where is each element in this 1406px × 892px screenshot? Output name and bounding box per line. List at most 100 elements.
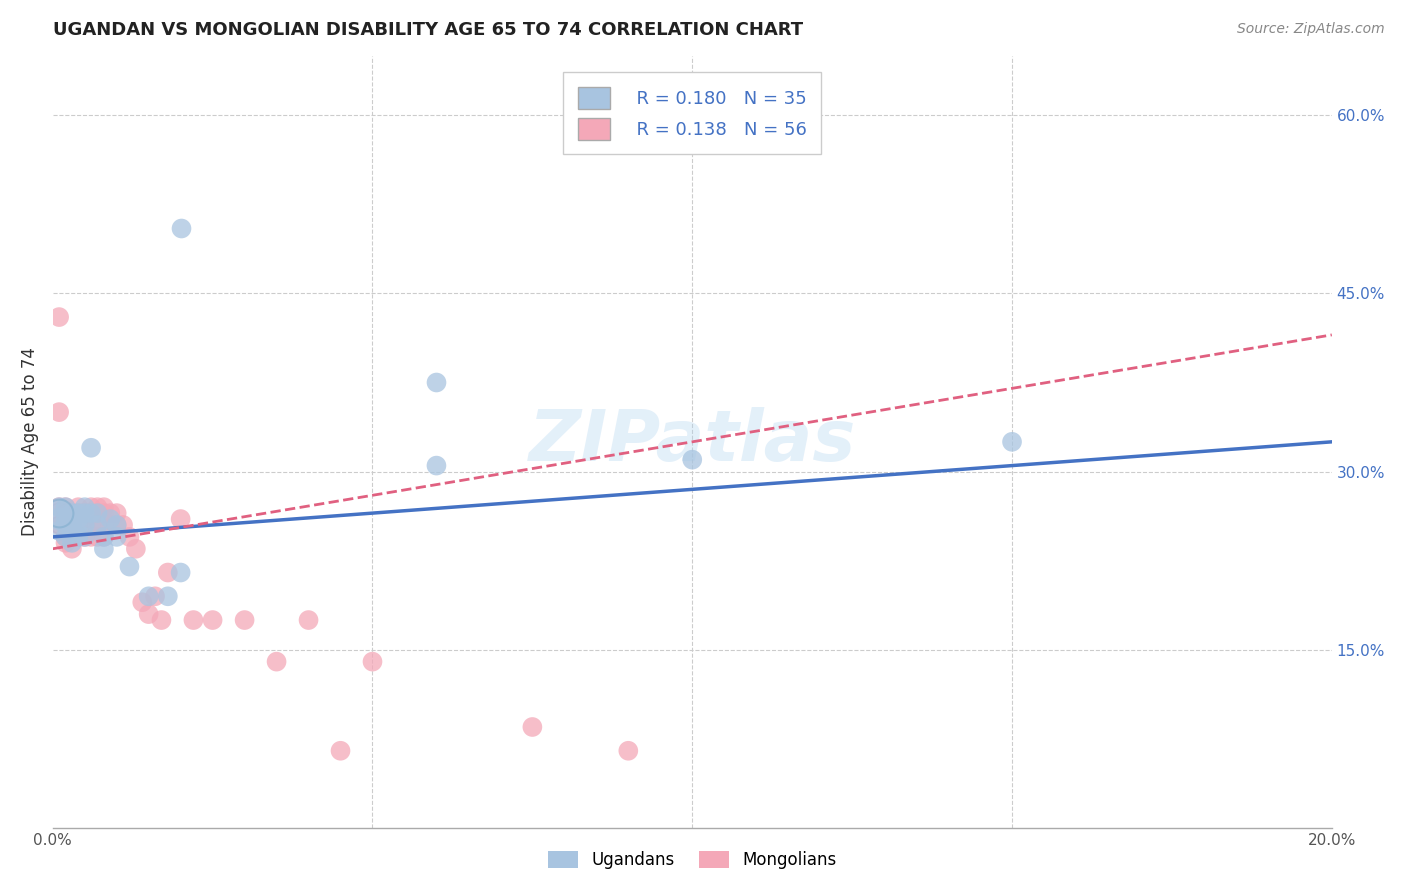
Point <box>55 536 77 550</box>
Point <box>156 589 179 603</box>
Point <box>118 559 141 574</box>
Point <box>73 506 96 520</box>
Point <box>105 518 128 533</box>
Point <box>48 310 70 324</box>
Point <box>98 506 121 520</box>
Point <box>93 518 115 533</box>
Point <box>55 506 77 520</box>
Point <box>60 506 83 520</box>
Point <box>98 512 121 526</box>
Point <box>55 530 77 544</box>
Point <box>169 512 191 526</box>
Point <box>80 441 103 455</box>
Point <box>55 518 77 533</box>
Point <box>73 500 96 515</box>
Point <box>80 500 103 515</box>
Point <box>233 613 256 627</box>
Point <box>55 506 77 520</box>
Point <box>80 518 103 533</box>
Y-axis label: Disability Age 65 to 74: Disability Age 65 to 74 <box>21 347 39 536</box>
Point <box>112 518 135 533</box>
Point <box>93 530 115 544</box>
Point <box>329 744 352 758</box>
Point <box>60 506 83 520</box>
Text: UGANDAN VS MONGOLIAN DISABILITY AGE 65 TO 74 CORRELATION CHART: UGANDAN VS MONGOLIAN DISABILITY AGE 65 T… <box>52 21 803 39</box>
Point <box>67 500 90 515</box>
Point <box>48 524 70 538</box>
Point <box>105 530 128 544</box>
Point <box>67 512 90 526</box>
Point <box>425 458 447 473</box>
Point <box>522 720 544 734</box>
Point <box>67 506 90 520</box>
Point <box>125 541 148 556</box>
Point <box>60 530 83 544</box>
Point <box>55 500 77 515</box>
Point <box>55 518 77 533</box>
Point <box>67 518 90 533</box>
Point <box>48 500 70 515</box>
Point <box>681 452 703 467</box>
Point <box>86 500 108 515</box>
Point <box>138 589 160 603</box>
Point <box>48 518 70 533</box>
Point <box>118 530 141 544</box>
Point <box>143 589 166 603</box>
Point <box>48 512 70 526</box>
Point <box>93 530 115 544</box>
Point <box>425 376 447 390</box>
Point <box>73 530 96 544</box>
Point <box>297 613 319 627</box>
Text: ZIPatlas: ZIPatlas <box>529 408 856 476</box>
Point <box>48 506 70 520</box>
Point <box>73 506 96 520</box>
Point <box>67 506 90 520</box>
Point <box>169 221 191 235</box>
Point <box>169 566 191 580</box>
Point <box>60 512 83 526</box>
Legend: Ugandans, Mongolians: Ugandans, Mongolians <box>540 843 845 878</box>
Point <box>93 541 115 556</box>
Point <box>105 506 128 520</box>
Point <box>73 530 96 544</box>
Point <box>73 518 96 533</box>
Point <box>98 518 121 533</box>
Point <box>67 530 90 544</box>
Point <box>60 524 83 538</box>
Point <box>86 530 108 544</box>
Point <box>86 518 108 533</box>
Point <box>60 536 83 550</box>
Point <box>55 500 77 515</box>
Point <box>86 506 108 520</box>
Point <box>93 506 115 520</box>
Point <box>60 518 83 533</box>
Point <box>73 512 96 526</box>
Point <box>55 530 77 544</box>
Point <box>617 744 640 758</box>
Point <box>150 613 173 627</box>
Point <box>60 541 83 556</box>
Point <box>138 607 160 621</box>
Point <box>55 518 77 533</box>
Point <box>80 506 103 520</box>
Point <box>266 655 288 669</box>
Point <box>1001 434 1024 449</box>
Point <box>86 518 108 533</box>
Point <box>93 500 115 515</box>
Point <box>55 512 77 526</box>
Point <box>48 500 70 515</box>
Point <box>201 613 224 627</box>
Point <box>60 518 83 533</box>
Point <box>80 530 103 544</box>
Point <box>156 566 179 580</box>
Point <box>48 405 70 419</box>
Point <box>183 613 205 627</box>
Point <box>67 530 90 544</box>
Point <box>86 506 108 520</box>
Point <box>67 518 90 533</box>
Point <box>105 518 128 533</box>
Point <box>48 506 70 520</box>
Point <box>48 518 70 533</box>
Point <box>73 518 96 533</box>
Point <box>80 506 103 520</box>
